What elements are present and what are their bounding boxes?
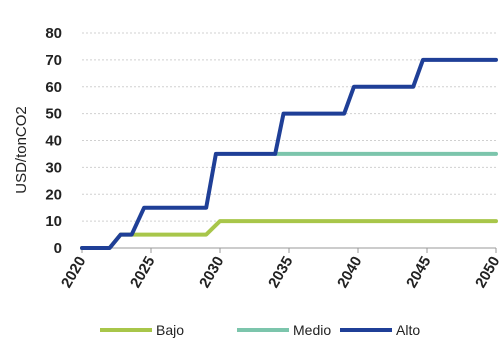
legend-item-bajo: Bajo <box>100 322 184 338</box>
legend-label-bajo: Bajo <box>156 322 184 338</box>
legend-item-alto: Alto <box>340 322 420 338</box>
y-tick-10: 10 <box>45 213 62 230</box>
series-line-alto <box>80 57 498 250</box>
x-tick-labels: 2020 2025 2030 2035 2040 2045 2050 <box>58 254 501 291</box>
y-tick-70: 70 <box>45 52 62 69</box>
legend-item-medio: Medio <box>237 322 331 338</box>
y-tick-30: 30 <box>45 159 62 176</box>
y-tick-40: 40 <box>45 133 62 150</box>
y-tick-20: 20 <box>45 186 62 203</box>
y-tick-60: 60 <box>45 79 62 96</box>
x-tick-2045: 2045 <box>403 254 434 291</box>
x-tick-2020: 2020 <box>58 254 89 291</box>
x-tick-2025: 2025 <box>127 254 158 291</box>
y-tick-0: 0 <box>54 240 62 257</box>
legend: Bajo Medio Alto <box>100 322 420 338</box>
x-tick-2030: 2030 <box>196 254 227 291</box>
y-tick-50: 50 <box>45 106 62 123</box>
x-tick-2035: 2035 <box>265 254 296 291</box>
legend-label-medio: Medio <box>293 322 331 338</box>
series-lines <box>80 57 498 250</box>
y-axis-label: USD/tonCO2 <box>13 106 30 194</box>
series-line-bajo <box>80 219 498 250</box>
x-tick-2040: 2040 <box>334 254 365 291</box>
legend-label-alto: Alto <box>396 322 420 338</box>
y-tick-80: 80 <box>45 25 62 42</box>
y-tick-labels: 0 10 20 30 40 50 60 70 80 <box>45 25 62 257</box>
x-tick-2050: 2050 <box>472 254 501 291</box>
